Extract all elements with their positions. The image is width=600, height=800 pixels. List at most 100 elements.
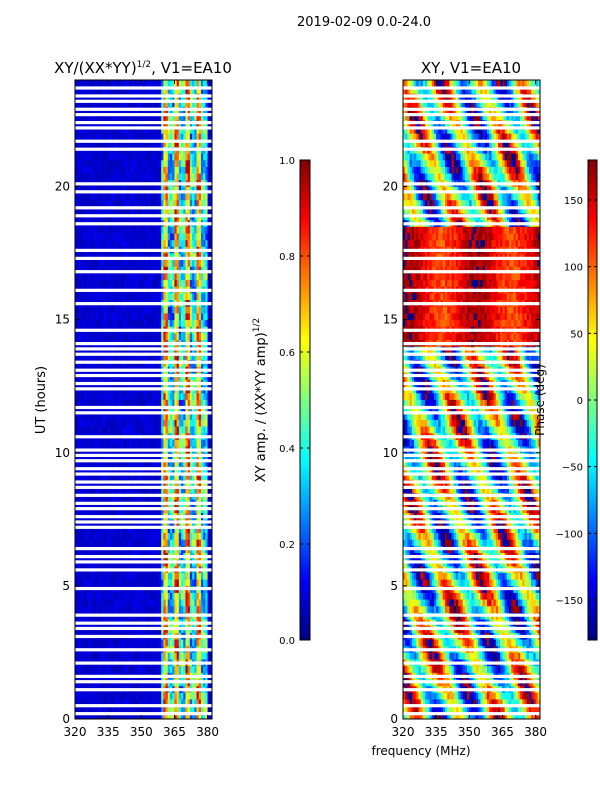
amplitude-cell — [116, 99, 120, 108]
amplitude-cell — [147, 592, 151, 600]
amplitude-cell — [143, 419, 147, 427]
amplitude-cell — [163, 319, 166, 327]
amplitude-cell — [185, 166, 189, 174]
amplitude-cell — [134, 159, 138, 167]
amplitude-cell — [167, 699, 171, 707]
amplitude-cell — [92, 293, 96, 301]
amplitude-cell — [176, 319, 180, 327]
amplitude-cell — [183, 259, 186, 267]
amplitude-cell — [101, 572, 105, 580]
amplitude-cell — [174, 472, 178, 480]
amplitude-cell — [132, 293, 136, 301]
amplitude-cell — [141, 639, 144, 647]
amplitude-cell — [130, 692, 133, 700]
amplitude-cell — [88, 525, 91, 534]
amplitude-cell — [88, 419, 91, 427]
amplitude-cell — [77, 266, 80, 274]
amplitude-cell — [176, 699, 180, 707]
amplitude-cell — [119, 239, 122, 247]
amplitude-cell — [101, 199, 105, 207]
amplitude-cell — [143, 126, 147, 134]
amplitude-cell — [172, 692, 175, 700]
amplitude-cell — [103, 699, 107, 707]
amplitude-cell — [97, 539, 100, 547]
amplitude-cell — [101, 419, 105, 427]
amplitude-cell — [178, 525, 182, 534]
amplitude-cell — [92, 599, 96, 607]
amplitude-cell — [88, 173, 91, 181]
amplitude-cell — [123, 193, 127, 201]
amplitude-cell — [110, 226, 113, 234]
amplitude-cell — [156, 419, 160, 427]
amplitude-cell — [172, 266, 175, 274]
amplitude-cell — [150, 99, 153, 108]
amplitude-cell — [158, 406, 162, 414]
amplitude-cell — [163, 705, 166, 713]
amplitude-cell — [185, 439, 189, 447]
amplitude-cell — [187, 319, 191, 327]
amplitude-cell — [176, 253, 180, 261]
amplitude-cell — [130, 173, 133, 181]
amplitude-cell — [110, 592, 113, 600]
amplitude-cell — [92, 173, 96, 181]
amplitude-cell — [94, 233, 98, 241]
amplitude-cell — [77, 153, 80, 161]
amplitude-cell — [77, 319, 80, 327]
amplitude-cell — [114, 692, 118, 700]
amplitude-cell — [79, 293, 83, 301]
amplitude-cell — [158, 259, 162, 267]
amplitude-cell — [88, 126, 91, 134]
amplitude-cell — [165, 133, 169, 141]
amplitude-cell — [79, 166, 83, 174]
amplitude-cell — [110, 139, 113, 147]
amplitude-cell — [116, 193, 120, 201]
amplitude-cell — [116, 406, 120, 414]
amplitude-cell — [141, 605, 144, 613]
amplitude-cell — [88, 532, 91, 540]
amplitude-cell — [174, 399, 178, 407]
amplitude-cell — [145, 572, 149, 580]
amplitude-cell — [114, 239, 118, 247]
amplitude-cell — [187, 579, 191, 587]
amplitude-cell — [86, 579, 89, 587]
amplitude-cell — [134, 253, 138, 261]
amplitude-cell — [110, 266, 113, 274]
amplitude-cell — [97, 639, 100, 647]
amplitude-cell — [181, 459, 184, 467]
amplitude-cell — [86, 113, 89, 121]
amplitude-cell — [136, 80, 140, 88]
amplitude-cell — [99, 406, 102, 414]
amplitude-cell — [94, 159, 98, 167]
amplitude-cell — [92, 539, 96, 547]
amplitude-cell — [103, 579, 107, 587]
amplitude-cell — [163, 233, 166, 241]
amplitude-cell — [136, 406, 140, 414]
amplitude-cell — [136, 352, 140, 360]
amplitude-cell — [83, 572, 87, 580]
amplitude-cell — [110, 273, 113, 281]
amplitude-cell — [145, 273, 149, 281]
amplitude-cell — [103, 572, 107, 580]
amplitude-cell — [165, 419, 169, 427]
amplitude-cell — [101, 539, 105, 547]
amplitude-cell — [103, 113, 107, 121]
amplitude-cell — [123, 472, 127, 480]
amplitude-cell — [81, 173, 85, 181]
amplitude-cell — [86, 273, 89, 281]
amplitude-cell — [114, 639, 118, 647]
amplitude-cell — [130, 206, 133, 214]
amplitude-cell — [165, 639, 169, 647]
amplitude-cell — [181, 273, 184, 281]
amplitude-cell — [176, 133, 180, 141]
amplitude-cell — [110, 253, 113, 261]
amplitude-cell — [130, 639, 133, 647]
amplitude-cell — [81, 233, 85, 241]
amplitude-cell — [178, 173, 182, 181]
amplitude-cell — [77, 306, 80, 314]
amplitude-cell — [158, 139, 162, 147]
amplitude-cell — [99, 99, 102, 108]
amplitude-cell — [136, 126, 140, 134]
amplitude-cell — [114, 399, 118, 407]
amplitude-cell — [165, 273, 169, 281]
amplitude-cell — [147, 399, 151, 407]
